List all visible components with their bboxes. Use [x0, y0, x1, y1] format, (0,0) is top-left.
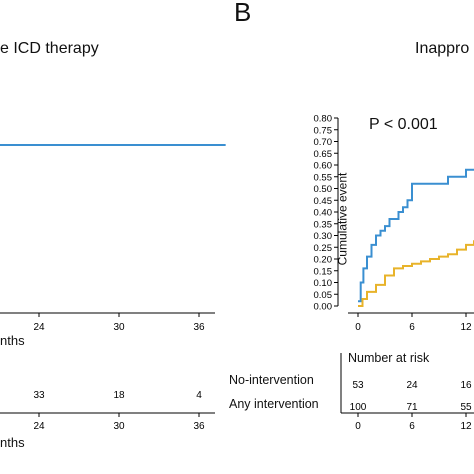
right-y-tick-label: 0.60: [314, 161, 333, 172]
right-y-tick-label: 0.35: [314, 219, 333, 230]
risk-value: 53: [352, 380, 364, 391]
left-risk-x-axis-label: nths: [0, 435, 25, 450]
right-y-tick-label: 0.55: [314, 172, 333, 183]
right-y-tick-label: 0.15: [314, 266, 333, 277]
right-y-tick-label: 0.80: [314, 114, 333, 125]
right-y-tick-label: 0.20: [314, 255, 333, 266]
left-risk-tick-label: 30: [113, 421, 125, 432]
right-y-tick-label: 0.75: [314, 125, 333, 136]
risk-x-tick-label: 12: [460, 421, 472, 432]
panel-label: B: [234, 0, 252, 27]
risk-value: 71: [406, 402, 418, 413]
right-y-tick-label: 0.30: [314, 231, 333, 242]
right-y-tick-label: 0.00: [314, 302, 333, 313]
left-x-tick-label: 30: [113, 322, 125, 333]
left-x-tick-label: 36: [193, 322, 205, 333]
left-panel-title: e ICD therapy: [0, 40, 99, 57]
right-y-tick-label: 0.25: [314, 243, 333, 254]
risk-x-tick-label: 6: [409, 421, 415, 432]
left-x-axis-label: nths: [0, 333, 25, 348]
right-y-tick-label: 0.05: [314, 290, 333, 301]
right-y-tick-label: 0.50: [314, 184, 333, 195]
left-risk-tick-label: 24: [33, 421, 45, 432]
right-panel-title: Inappro: [415, 40, 470, 57]
risk-row-label: No-intervention: [229, 373, 314, 387]
risk-value: 100: [350, 402, 367, 413]
risk-value: 24: [406, 380, 418, 391]
risk-x-tick-label: 0: [355, 421, 361, 432]
risk-value: 16: [460, 380, 472, 391]
left-risk-tick-label: 36: [193, 421, 205, 432]
risk-value: 55: [460, 402, 472, 413]
left-risk-value: 33: [33, 390, 45, 401]
right-y-tick-label: 0.40: [314, 208, 333, 219]
right-x-tick-label: 6: [409, 322, 415, 333]
no-intervention-curve: [358, 240, 474, 307]
p-value: P < 0.001: [369, 116, 438, 133]
right-y-tick-label: 0.45: [314, 196, 333, 207]
right-y-tick-label: 0.10: [314, 278, 333, 289]
right-y-tick-label: 0.70: [314, 137, 333, 148]
risk-row-label: Any intervention: [229, 397, 319, 411]
right-x-tick-label: 0: [355, 322, 361, 333]
left-risk-value: 18: [113, 390, 125, 401]
right-y-tick-label: 0.65: [314, 149, 333, 160]
right-x-tick-label: 12: [460, 322, 472, 333]
left-risk-value: 4: [196, 390, 202, 401]
any-intervention-curve: [358, 168, 474, 303]
risk-table-title: Number at risk: [348, 351, 430, 365]
left-x-tick-label: 24: [33, 322, 45, 333]
